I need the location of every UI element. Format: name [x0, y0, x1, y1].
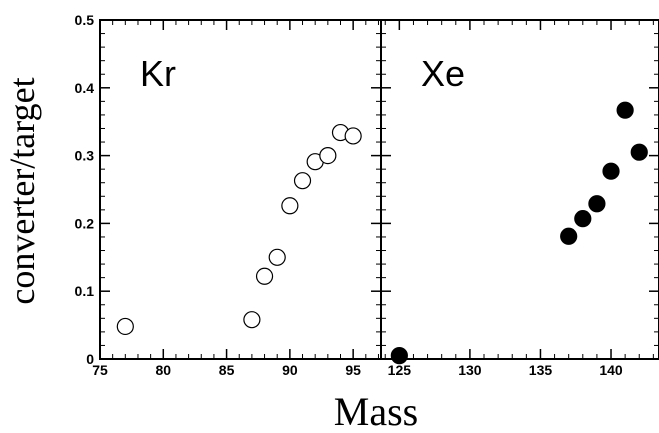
data-point	[319, 147, 337, 165]
x-tick-label: 140	[599, 362, 623, 378]
y-tick-label: 0.5	[75, 12, 95, 28]
plot-frame	[380, 19, 659, 360]
x-tick-label: 125	[388, 362, 412, 378]
x-tick-label: 90	[282, 362, 298, 378]
y-tick-label: 0.1	[75, 283, 95, 299]
x-tick-label: 85	[219, 362, 235, 378]
panel-xe: 125 130 135 140 Xe	[380, 19, 659, 378]
panel-label: Kr	[140, 53, 176, 94]
data-point	[268, 248, 286, 266]
data-point	[344, 127, 362, 145]
data-point	[116, 317, 134, 336]
y-tick-label: 0.3	[75, 148, 95, 164]
y-axis-title: converter/target	[2, 77, 42, 304]
x-tick-label: 95	[345, 362, 361, 378]
plot-panels: 75 80 85 90 95 0 0.1 0.2 0.3 0.4 0.5 Kr 125 130 135 140…	[75, 12, 659, 378]
data-point	[602, 162, 620, 180]
data-point	[255, 267, 274, 285]
x-axis-title: Mass	[334, 389, 418, 433]
data-point	[243, 311, 261, 329]
data-point	[560, 227, 578, 245]
y-tick-label: 0.2	[75, 215, 95, 231]
data-point	[293, 172, 312, 190]
y-tick-label: 0.4	[75, 80, 95, 96]
x-tick-label: 130	[458, 362, 482, 378]
data-point	[630, 143, 648, 161]
x-tick-label: 75	[92, 362, 108, 378]
x-tick-label: 80	[155, 362, 171, 378]
y-tick-label: 0	[86, 351, 94, 367]
data-point	[588, 195, 606, 213]
panel-kr: 75 80 85 90 95 0 0.1 0.2 0.3 0.4 0.5 Kr	[75, 12, 382, 378]
data-point	[616, 101, 634, 119]
data-point	[281, 197, 299, 215]
panel-label: Xe	[421, 53, 465, 94]
x-tick-label: 135	[529, 362, 553, 378]
data-point	[390, 347, 408, 365]
data-point	[574, 210, 592, 228]
